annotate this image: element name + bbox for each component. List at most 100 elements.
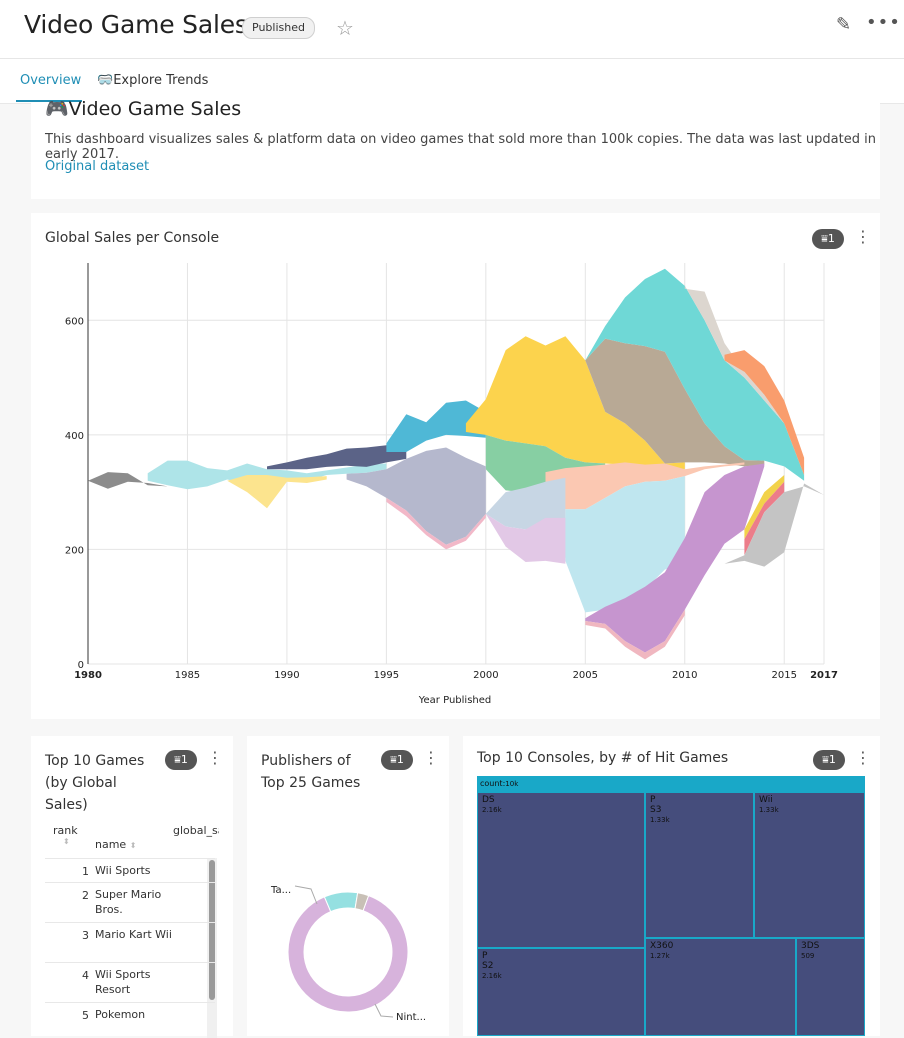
- cell-value: 2.16k: [482, 806, 502, 814]
- cell-name: Wii: [759, 795, 773, 805]
- cell-name: DS: [482, 795, 495, 805]
- donut-slice-1: [323, 891, 359, 913]
- area-series-12: [565, 476, 685, 613]
- more-horizontal-icon[interactable]: •••: [866, 12, 901, 33]
- dashboard-header: Video Game Sales Published ☆ ✎ •••: [0, 0, 904, 59]
- goggles-icon: 🥽: [97, 73, 114, 88]
- column-header-name[interactable]: name ⬍: [95, 838, 136, 851]
- cell-value: 1.27k: [650, 952, 670, 960]
- treemap-cell-label: P S3 1.33k: [650, 795, 670, 825]
- rank-cell: 3: [82, 929, 89, 942]
- filter-badge[interactable]: ⩸1: [381, 750, 413, 770]
- kebab-menu-icon[interactable]: ⋮: [207, 748, 223, 767]
- cell-name: 3DS: [801, 941, 820, 951]
- area-series-19: [744, 475, 785, 540]
- cell-name: P S2: [482, 951, 494, 971]
- kebab-menu-icon[interactable]: ⋮: [855, 227, 871, 246]
- area-series-16: [386, 497, 486, 550]
- cell-value: 1.33k: [759, 806, 779, 814]
- area-series-17: [585, 463, 765, 653]
- treemap-cell[interactable]: DS 2.16k: [477, 792, 645, 948]
- rank-cell: 5: [82, 1009, 89, 1022]
- treemap-root-value: 10k: [505, 780, 519, 788]
- chart-title: Global Sales per Console: [45, 230, 220, 246]
- name-cell: Wii Sports Resort: [95, 968, 151, 996]
- name-cell: Pokemon: [95, 1008, 146, 1021]
- treemap-cell[interactable]: P S2 2.16k: [477, 948, 645, 1036]
- treemap-cell[interactable]: 3DS 509: [796, 938, 865, 1036]
- area-series-4: [386, 400, 486, 452]
- dashboard-title: Video Game Sales: [24, 10, 248, 39]
- area-series-5: [465, 336, 685, 470]
- top10-title: Top 10 Games (by Global Sales): [45, 750, 144, 816]
- column-header-rank[interactable]: rank ⬍: [53, 824, 78, 846]
- treemap-root-label: count: [480, 779, 503, 788]
- filter-count: 1: [180, 753, 188, 766]
- cell-value: 509: [801, 952, 815, 960]
- stacked-area-chart[interactable]: 1980 1985 1990 1995 2000 2005 2010 2015 2017 0 200…: [31, 213, 880, 719]
- filter-badge[interactable]: ⩸1: [165, 750, 197, 770]
- donut-label: Ta...: [270, 885, 291, 896]
- original-dataset-link[interactable]: Original dataset: [45, 159, 150, 174]
- star-icon[interactable]: ☆: [336, 16, 354, 40]
- x-tick-label: 2000: [473, 670, 498, 681]
- area-series-14: [485, 513, 566, 564]
- top10-games-card: Top 10 Games (by Global Sales) ⩸1 ⋮ rank…: [31, 736, 233, 1038]
- tab-label: Explore Trends: [113, 73, 209, 88]
- column-label: name: [95, 838, 127, 851]
- tab-overview[interactable]: Overview: [20, 73, 82, 88]
- name-cell: Wii Sports: [95, 864, 151, 877]
- status-badge: Published: [242, 17, 315, 39]
- name-cell: Super Mario Bros.: [95, 888, 162, 916]
- kebab-menu-icon[interactable]: ⋮: [423, 748, 439, 767]
- table-row[interactable]: 3 Mario Kart Wii: [45, 922, 215, 963]
- cell-value: 2.16k: [482, 972, 502, 980]
- filter-count: 1: [396, 753, 404, 766]
- table-row[interactable]: 5 Pokemon: [45, 1002, 215, 1037]
- area-series-9: [684, 285, 785, 424]
- publishers-title: Publishers of Top 25 Games: [261, 750, 360, 794]
- table-row[interactable]: 1 Wii Sports: [45, 858, 215, 883]
- y-tick-label: 400: [65, 431, 84, 442]
- filter-count: 1: [827, 232, 835, 245]
- table-row[interactable]: 2 Super Mario Bros.: [45, 882, 215, 923]
- treemap-cell[interactable]: P S3 1.33k: [645, 792, 754, 938]
- active-tab-indicator: [16, 100, 82, 102]
- leader-line: [294, 885, 318, 905]
- tab-explore-trends[interactable]: 🥽Explore Trends: [97, 73, 208, 88]
- top10-title-line: (by Global: [45, 775, 117, 791]
- filter-badge[interactable]: ⩸1: [812, 229, 844, 249]
- area-series-3: [267, 445, 407, 470]
- cell-name: X360: [650, 941, 674, 951]
- area-series-15: [346, 447, 486, 545]
- publishers-donut-chart[interactable]: Ta... Nint...: [247, 736, 449, 1036]
- cell-value: 1.33k: [650, 816, 670, 824]
- column-label: rank: [53, 824, 78, 837]
- pencil-icon[interactable]: ✎: [836, 14, 852, 35]
- area-series-20: [744, 481, 785, 556]
- table-row[interactable]: 4 Wii Sports Resort: [45, 962, 215, 1003]
- filter-icon: ⩸: [821, 232, 828, 245]
- publishers-card: Publishers of Top 25 Games ⩸1 ⋮ Ta... Nin…: [247, 736, 449, 1036]
- consoles-treemap[interactable]: count:10k DS 2.16k P S3 1.33k Wii 1.33k P S…: [477, 776, 865, 1036]
- publishers-title-line: Publishers of: [261, 753, 351, 769]
- rank-cell: 4: [82, 969, 89, 982]
- intro-heading: 🎮Video Game Sales: [45, 98, 242, 120]
- treemap-cell[interactable]: Wii 1.33k: [754, 792, 865, 938]
- x-tick-label: 1980: [74, 670, 102, 681]
- publishers-title-line: Top 25 Games: [261, 775, 361, 791]
- rank-cell: 2: [82, 889, 89, 902]
- treemap-cell-label: 3DS 509: [801, 941, 819, 961]
- donut-label: Nint...: [396, 1012, 426, 1023]
- y-tick-label: 0: [78, 660, 84, 671]
- treemap-cell[interactable]: X360 1.27k: [645, 938, 796, 1036]
- column-header-global-sales[interactable]: global_sa: [173, 824, 219, 837]
- scrollbar-thumb[interactable]: [209, 860, 215, 1000]
- kebab-menu-icon[interactable]: ⋮: [855, 748, 871, 767]
- treemap-cell-label: P S2 2.16k: [482, 951, 502, 981]
- x-tick-label: 2015: [771, 670, 796, 681]
- treemap-root-header[interactable]: count:10k: [477, 776, 865, 792]
- y-tick-label: 200: [65, 545, 84, 556]
- leader-line: [374, 1003, 394, 1018]
- filter-badge[interactable]: ⩸1: [813, 750, 845, 770]
